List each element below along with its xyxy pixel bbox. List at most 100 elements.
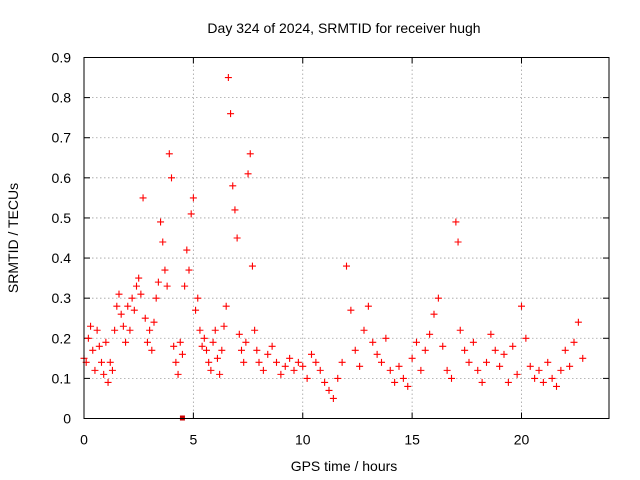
y-axis-title: SRMTID / TECUs [5, 183, 21, 293]
data-point [224, 74, 232, 82]
data-point [487, 330, 495, 338]
data-point [152, 294, 160, 302]
data-point [264, 350, 272, 358]
data-point [553, 382, 560, 390]
y-tick-label: 0 [63, 411, 71, 427]
data-point [207, 366, 215, 374]
data-point [321, 378, 329, 386]
data-point [351, 346, 359, 354]
data-point [235, 330, 243, 338]
data-point [329, 394, 337, 402]
data-point [299, 362, 307, 370]
data-point [338, 358, 346, 366]
y-tick-label: 0.5 [52, 210, 72, 226]
data-point [139, 194, 147, 202]
data-point [91, 366, 99, 374]
data-point [286, 354, 294, 362]
data-point [113, 302, 121, 310]
data-point [570, 338, 578, 346]
x-tick-label: 0 [80, 432, 88, 448]
data-point [395, 362, 403, 370]
data-point [189, 194, 197, 202]
data-point [104, 378, 112, 386]
data-point [439, 342, 447, 350]
data-point [229, 182, 237, 190]
data-point [165, 150, 173, 158]
data-point [378, 358, 385, 366]
data-point [255, 358, 263, 366]
data-point [452, 218, 460, 226]
data-point [253, 346, 261, 354]
chart-title: Day 324 of 2024, SRMTID for receiver hug… [207, 20, 480, 36]
data-point [430, 310, 438, 318]
data-point [233, 234, 241, 242]
data-point [159, 238, 167, 246]
data-point [246, 150, 254, 158]
data-point [316, 366, 324, 374]
data-point [220, 322, 228, 330]
data-point [157, 218, 165, 226]
data-point [170, 342, 178, 350]
y-tick-label: 0.6 [52, 170, 72, 186]
data-point [100, 370, 108, 378]
data-point [115, 290, 123, 298]
data-point [465, 358, 473, 366]
data-point [135, 274, 143, 282]
data-point [187, 210, 195, 218]
data-point [148, 346, 156, 354]
data-point [509, 342, 517, 350]
data-point [281, 362, 289, 370]
data-point [185, 266, 193, 274]
data-point [84, 334, 92, 342]
data-point [176, 338, 184, 346]
data-point [504, 378, 512, 386]
data-point [456, 326, 464, 334]
data-point [373, 350, 381, 358]
data-points [80, 74, 587, 421]
data-point [557, 366, 565, 374]
x-tick-label: 15 [404, 432, 420, 448]
data-point [408, 354, 416, 362]
data-point [579, 354, 587, 362]
y-tick-label: 0.4 [52, 250, 72, 266]
data-point [539, 378, 547, 386]
data-point [194, 294, 202, 302]
x-tick-label: 20 [514, 432, 530, 448]
data-point [491, 346, 499, 354]
x-tick-label: 5 [189, 432, 197, 448]
data-point [124, 302, 132, 310]
data-point [216, 370, 224, 378]
data-point [535, 366, 543, 374]
data-point [268, 342, 276, 350]
data-point [259, 366, 267, 374]
data-point [561, 346, 569, 354]
data-point [454, 238, 462, 246]
data-point [443, 366, 451, 374]
data-point [200, 334, 208, 342]
data-point [242, 338, 250, 346]
data-point [334, 374, 342, 382]
data-point [133, 282, 140, 290]
data-point [222, 302, 230, 310]
plot-frame [83, 57, 610, 419]
data-point [303, 374, 311, 382]
data-point [168, 174, 175, 182]
data-point [130, 306, 138, 314]
y-tick-label: 0.2 [52, 330, 72, 346]
y-tick-label: 0.7 [52, 130, 72, 146]
data-point [277, 370, 285, 378]
data-point [434, 294, 442, 302]
data-point [356, 362, 364, 370]
data-point [469, 338, 477, 346]
data-point [172, 358, 180, 366]
data-point [227, 110, 235, 118]
data-point [531, 374, 539, 382]
data-point [544, 358, 552, 366]
data-point [240, 358, 248, 366]
data-point [150, 318, 158, 326]
data-point [399, 374, 407, 382]
data-point [421, 346, 429, 354]
data-point [174, 370, 182, 378]
data-point [386, 366, 394, 374]
y-tick-label: 0.1 [52, 370, 72, 386]
